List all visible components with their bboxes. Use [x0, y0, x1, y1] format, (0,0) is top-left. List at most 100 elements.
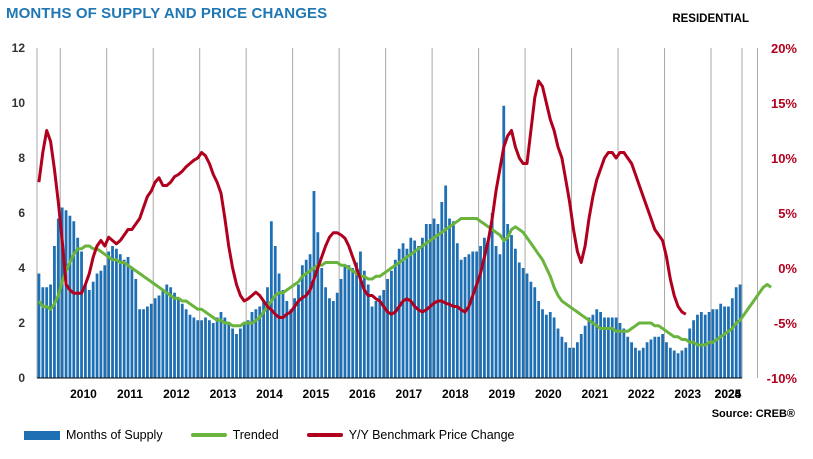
bar	[680, 350, 684, 378]
bar	[238, 328, 242, 378]
bar	[692, 320, 695, 378]
y-right-tick: -5%	[774, 316, 798, 331]
x-tick: 2022	[628, 387, 655, 401]
bar	[459, 259, 463, 378]
bar	[665, 342, 668, 378]
x-axis-ticks: 2010 2011 2012 2013 2014 2015 2016 2017 2018 2019…	[70, 387, 742, 401]
bar	[374, 301, 378, 378]
bar	[432, 218, 436, 378]
bar	[277, 273, 281, 378]
bar	[320, 268, 324, 378]
price-change-line	[37, 79, 687, 319]
bar	[486, 240, 490, 378]
bar	[657, 336, 661, 378]
bar	[463, 257, 467, 378]
bar	[405, 248, 409, 378]
bar	[494, 246, 498, 378]
bar	[335, 292, 339, 378]
bar	[227, 323, 231, 378]
bar	[289, 309, 293, 378]
y-left-tick: 2	[18, 316, 25, 330]
bar	[370, 306, 374, 378]
x-tick: 2016	[349, 387, 376, 401]
bar	[483, 237, 486, 378]
bar	[76, 237, 80, 378]
x-tick: 2020	[535, 387, 562, 401]
bar	[421, 237, 424, 378]
trend-line	[37, 217, 772, 347]
bar	[207, 320, 211, 378]
bar	[293, 298, 296, 378]
bar	[510, 235, 513, 378]
bar	[84, 284, 87, 378]
bar	[41, 287, 45, 378]
bar	[579, 334, 583, 378]
bar	[297, 284, 300, 378]
legend-item-price-change: Y/Y Benchmark Price Change	[306, 428, 515, 442]
bar	[614, 317, 618, 378]
bar	[688, 328, 692, 378]
y-right-tick: 20%	[771, 41, 797, 56]
legend-swatch-bar	[24, 430, 60, 440]
bar	[661, 334, 664, 378]
bar	[707, 312, 711, 378]
bar	[196, 320, 200, 378]
bar	[64, 210, 68, 378]
bar	[285, 301, 289, 378]
x-tick: 2011	[117, 387, 143, 401]
bar	[192, 317, 196, 378]
bar	[300, 265, 304, 378]
bar	[304, 259, 308, 378]
bar	[471, 251, 475, 378]
bar	[80, 251, 83, 378]
bar	[91, 281, 95, 378]
legend-swatch-price	[306, 433, 343, 437]
bar	[537, 301, 541, 378]
source-note: Source: CREB®	[711, 408, 795, 420]
bar	[649, 339, 653, 378]
legend-item-months-of-supply: Months of Supply	[24, 428, 163, 442]
bar	[308, 254, 312, 378]
bar	[331, 301, 335, 378]
bar	[324, 287, 327, 378]
y-right-tick: 5%	[778, 206, 797, 221]
bar	[149, 303, 153, 378]
bar	[235, 334, 238, 378]
x-tick: 2019	[488, 387, 515, 401]
bar	[684, 347, 688, 378]
bar	[417, 246, 420, 378]
bar	[347, 265, 351, 378]
bar	[719, 303, 723, 378]
bar	[281, 290, 285, 378]
bar	[560, 336, 564, 378]
x-tick: 2024	[715, 387, 742, 401]
x-tick: 2025	[715, 387, 742, 401]
bar	[575, 342, 579, 378]
bar	[99, 270, 103, 378]
bar	[53, 246, 56, 378]
x-tick: 2021	[581, 387, 608, 401]
bar	[180, 303, 184, 378]
bar	[107, 251, 111, 378]
x-tick: 2018	[442, 387, 469, 401]
bar	[72, 221, 76, 378]
y-right-tick: -10%	[767, 371, 798, 386]
bar	[211, 323, 215, 378]
bar	[556, 328, 560, 378]
y-left-tick: 6	[18, 206, 25, 220]
y-right-tick: 10%	[771, 151, 797, 166]
bar	[645, 342, 649, 378]
bar	[544, 314, 548, 378]
bar	[428, 224, 432, 378]
bar	[738, 284, 742, 378]
x-tick: 2012	[163, 387, 190, 401]
bar	[223, 317, 227, 378]
y-left-tick: 8	[18, 151, 25, 165]
bar	[517, 262, 521, 378]
bar	[328, 298, 331, 378]
bar	[440, 202, 444, 378]
bar	[111, 246, 114, 378]
bar	[676, 353, 680, 378]
bar	[215, 317, 219, 378]
bar	[618, 323, 622, 378]
